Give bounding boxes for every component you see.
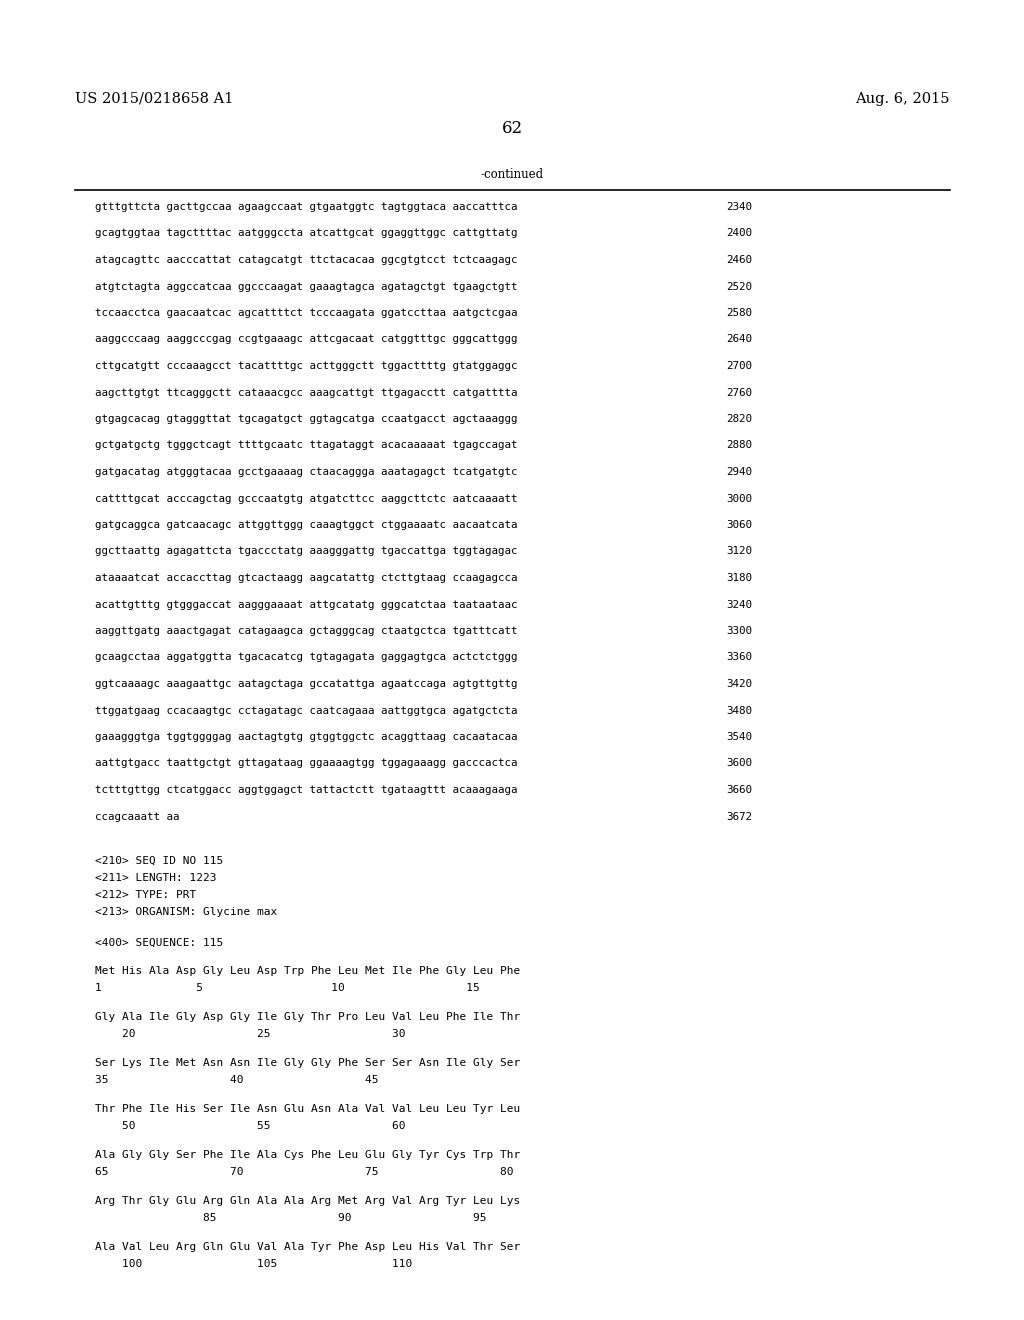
Text: 2460: 2460	[726, 255, 752, 265]
Text: tccaacctca gaacaatcac agcattttct tcccaagata ggatccttaa aatgctcgaa: tccaacctca gaacaatcac agcattttct tcccaag…	[95, 308, 517, 318]
Text: Ala Gly Gly Ser Phe Ile Ala Cys Phe Leu Glu Gly Tyr Cys Trp Thr: Ala Gly Gly Ser Phe Ile Ala Cys Phe Leu …	[95, 1150, 520, 1160]
Text: 1              5                   10                  15: 1 5 10 15	[95, 983, 480, 993]
Text: atagcagttc aacccattat catagcatgt ttctacacaa ggcgtgtcct tctcaagagc: atagcagttc aacccattat catagcatgt ttctaca…	[95, 255, 517, 265]
Text: <212> TYPE: PRT: <212> TYPE: PRT	[95, 890, 197, 900]
Text: 2580: 2580	[726, 308, 752, 318]
Text: <400> SEQUENCE: 115: <400> SEQUENCE: 115	[95, 939, 223, 948]
Text: Ala Val Leu Arg Gln Glu Val Ala Tyr Phe Asp Leu His Val Thr Ser: Ala Val Leu Arg Gln Glu Val Ala Tyr Phe …	[95, 1242, 520, 1251]
Text: 3240: 3240	[726, 599, 752, 610]
Text: -continued: -continued	[480, 168, 544, 181]
Text: 3660: 3660	[726, 785, 752, 795]
Text: gctgatgctg tgggctcagt ttttgcaatc ttagataggt acacaaaaat tgagccagat: gctgatgctg tgggctcagt ttttgcaatc ttagata…	[95, 441, 517, 450]
Text: 3480: 3480	[726, 705, 752, 715]
Text: <213> ORGANISM: Glycine max: <213> ORGANISM: Glycine max	[95, 907, 278, 917]
Text: Aug. 6, 2015: Aug. 6, 2015	[855, 92, 950, 106]
Text: aagcttgtgt ttcagggctt cataaacgcc aaagcattgt ttgagacctt catgatttta: aagcttgtgt ttcagggctt cataaacgcc aaagcat…	[95, 388, 517, 397]
Text: 50                  55                  60: 50 55 60	[95, 1121, 406, 1131]
Text: Thr Phe Ile His Ser Ile Asn Glu Asn Ala Val Val Leu Leu Tyr Leu: Thr Phe Ile His Ser Ile Asn Glu Asn Ala …	[95, 1104, 520, 1114]
Text: cattttgcat acccagctag gcccaatgtg atgatcttcc aaggcttctc aatcaaaatt: cattttgcat acccagctag gcccaatgtg atgatct…	[95, 494, 517, 503]
Text: aaggttgatg aaactgagat catagaagca gctagggcag ctaatgctca tgatttcatt: aaggttgatg aaactgagat catagaagca gctaggg…	[95, 626, 517, 636]
Text: 100                 105                 110: 100 105 110	[95, 1259, 413, 1269]
Text: gtttgttcta gacttgccaa agaagccaat gtgaatggtc tagtggtaca aaccatttca: gtttgttcta gacttgccaa agaagccaat gtgaatg…	[95, 202, 517, 213]
Text: 20                  25                  30: 20 25 30	[95, 1030, 406, 1039]
Text: <210> SEQ ID NO 115: <210> SEQ ID NO 115	[95, 855, 223, 866]
Text: atgtctagta aggccatcaa ggcccaagat gaaagtagca agatagctgt tgaagctgtt: atgtctagta aggccatcaa ggcccaagat gaaagta…	[95, 281, 517, 292]
Text: aattgtgacc taattgctgt gttagataag ggaaaagtgg tggagaaagg gacccactca: aattgtgacc taattgctgt gttagataag ggaaaag…	[95, 759, 517, 768]
Text: 2640: 2640	[726, 334, 752, 345]
Text: 2700: 2700	[726, 360, 752, 371]
Text: 3000: 3000	[726, 494, 752, 503]
Text: 3420: 3420	[726, 678, 752, 689]
Text: 3180: 3180	[726, 573, 752, 583]
Text: ttggatgaag ccacaagtgc cctagatagc caatcagaaa aattggtgca agatgctcta: ttggatgaag ccacaagtgc cctagatagc caatcag…	[95, 705, 517, 715]
Text: 62: 62	[502, 120, 522, 137]
Text: 35                  40                  45: 35 40 45	[95, 1074, 379, 1085]
Text: Ser Lys Ile Met Asn Asn Ile Gly Gly Phe Ser Ser Asn Ile Gly Ser: Ser Lys Ile Met Asn Asn Ile Gly Gly Phe …	[95, 1059, 520, 1068]
Text: 3540: 3540	[726, 733, 752, 742]
Text: 3300: 3300	[726, 626, 752, 636]
Text: ggtcaaaagc aaagaattgc aatagctaga gccatattga agaatccaga agtgttgttg: ggtcaaaagc aaagaattgc aatagctaga gccatat…	[95, 678, 517, 689]
Text: aaggcccaag aaggcccgag ccgtgaaagc attcgacaat catggtttgc gggcattggg: aaggcccaag aaggcccgag ccgtgaaagc attcgac…	[95, 334, 517, 345]
Text: 3600: 3600	[726, 759, 752, 768]
Text: 2520: 2520	[726, 281, 752, 292]
Text: Gly Ala Ile Gly Asp Gly Ile Gly Thr Pro Leu Val Leu Phe Ile Thr: Gly Ala Ile Gly Asp Gly Ile Gly Thr Pro …	[95, 1012, 520, 1022]
Text: 3672: 3672	[726, 812, 752, 821]
Text: gcaagcctaa aggatggtta tgacacatcg tgtagagata gaggagtgca actctctggg: gcaagcctaa aggatggtta tgacacatcg tgtagag…	[95, 652, 517, 663]
Text: 2400: 2400	[726, 228, 752, 239]
Text: 2760: 2760	[726, 388, 752, 397]
Text: cttgcatgtt cccaaagcct tacattttgc acttgggctt tggacttttg gtatggaggc: cttgcatgtt cccaaagcct tacattttgc acttggg…	[95, 360, 517, 371]
Text: 3060: 3060	[726, 520, 752, 531]
Text: <211> LENGTH: 1223: <211> LENGTH: 1223	[95, 873, 216, 883]
Text: 3360: 3360	[726, 652, 752, 663]
Text: ggcttaattg agagattcta tgaccctatg aaagggattg tgaccattga tggtagagac: ggcttaattg agagattcta tgaccctatg aaaggga…	[95, 546, 517, 557]
Text: 3120: 3120	[726, 546, 752, 557]
Text: ataaaatcat accaccttag gtcactaagg aagcatattg ctcttgtaag ccaagagcca: ataaaatcat accaccttag gtcactaagg aagcata…	[95, 573, 517, 583]
Text: gtgagcacag gtagggttat tgcagatgct ggtagcatga ccaatgacct agctaaaggg: gtgagcacag gtagggttat tgcagatgct ggtagca…	[95, 414, 517, 424]
Text: Met His Ala Asp Gly Leu Asp Trp Phe Leu Met Ile Phe Gly Leu Phe: Met His Ala Asp Gly Leu Asp Trp Phe Leu …	[95, 966, 520, 975]
Text: 2880: 2880	[726, 441, 752, 450]
Text: ccagcaaatt aa: ccagcaaatt aa	[95, 812, 179, 821]
Text: acattgtttg gtgggaccat aagggaaaat attgcatatg gggcatctaa taataataac: acattgtttg gtgggaccat aagggaaaat attgcat…	[95, 599, 517, 610]
Text: 2940: 2940	[726, 467, 752, 477]
Text: tctttgttgg ctcatggacc aggtggagct tattactctt tgataagttt acaaagaaga: tctttgttgg ctcatggacc aggtggagct tattact…	[95, 785, 517, 795]
Text: gatgacatag atgggtacaa gcctgaaaag ctaacaggga aaatagagct tcatgatgtc: gatgacatag atgggtacaa gcctgaaaag ctaacag…	[95, 467, 517, 477]
Text: US 2015/0218658 A1: US 2015/0218658 A1	[75, 92, 233, 106]
Text: 85                  90                  95: 85 90 95	[95, 1213, 486, 1224]
Text: gatgcaggca gatcaacagc attggttggg caaagtggct ctggaaaatc aacaatcata: gatgcaggca gatcaacagc attggttggg caaagtg…	[95, 520, 517, 531]
Text: 65                  70                  75                  80: 65 70 75 80	[95, 1167, 513, 1177]
Text: 2820: 2820	[726, 414, 752, 424]
Text: Arg Thr Gly Glu Arg Gln Ala Ala Arg Met Arg Val Arg Tyr Leu Lys: Arg Thr Gly Glu Arg Gln Ala Ala Arg Met …	[95, 1196, 520, 1206]
Text: gaaagggtga tggtggggag aactagtgtg gtggtggctc acaggttaag cacaatacaa: gaaagggtga tggtggggag aactagtgtg gtggtgg…	[95, 733, 517, 742]
Text: 2340: 2340	[726, 202, 752, 213]
Text: gcagtggtaa tagcttttac aatgggccta atcattgcat ggaggttggc cattgttatg: gcagtggtaa tagcttttac aatgggccta atcattg…	[95, 228, 517, 239]
